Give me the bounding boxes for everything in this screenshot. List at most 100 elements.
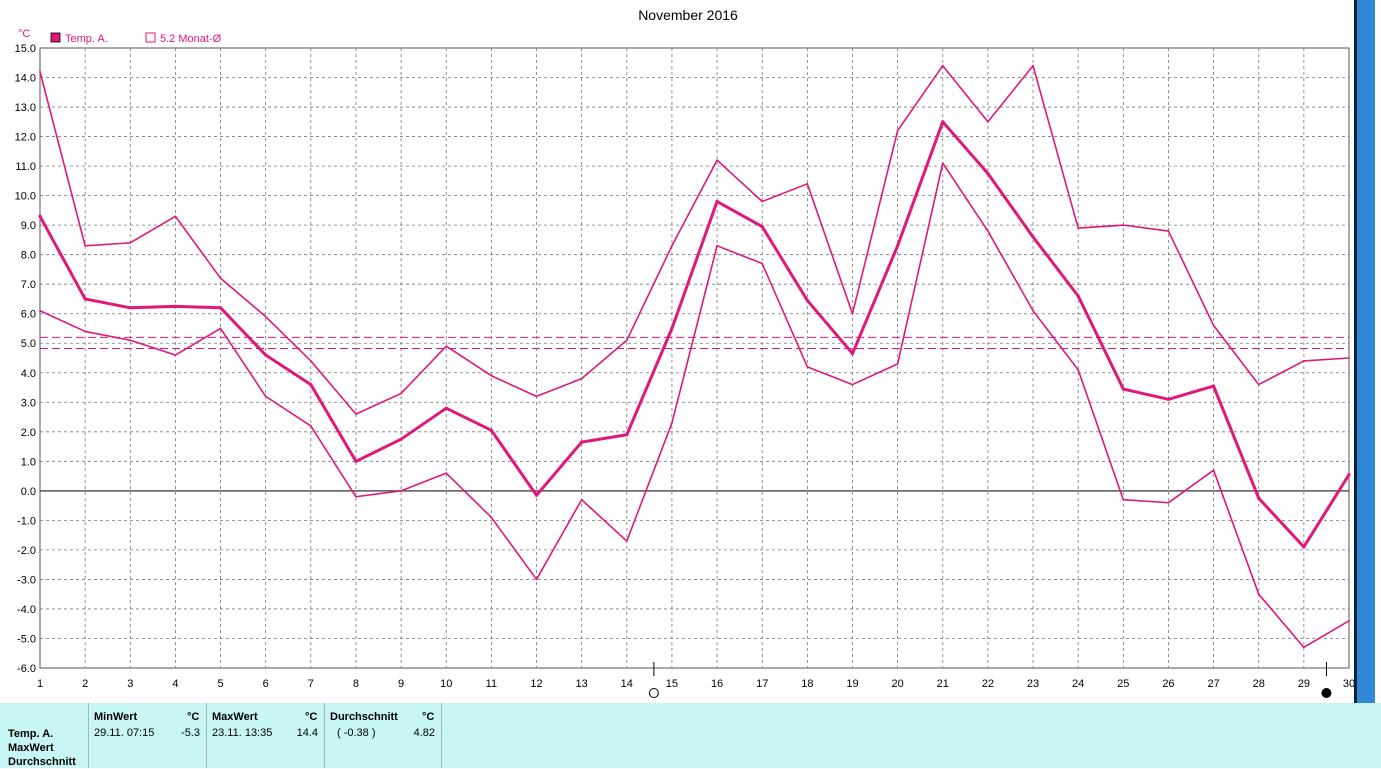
data-point-mean [715, 199, 719, 204]
data-point-mean [896, 244, 900, 248]
x-tick-label: 19 [846, 678, 858, 690]
data-point-min [309, 425, 312, 427]
legend-label-average: 5.2 Monat-Ø [160, 33, 222, 45]
data-point-max [1302, 360, 1305, 362]
x-tick-label: 26 [1162, 678, 1174, 690]
stats-row-labels: Temp. A. MaxWert Durchschnitt [8, 727, 88, 769]
row-label-temp: Temp. A. [8, 728, 54, 740]
stat-max-unit: °C [305, 711, 318, 723]
data-point-mean [625, 433, 629, 437]
data-point-max [264, 315, 267, 318]
data-point-min [1032, 309, 1034, 312]
x-tick-label: 28 [1253, 678, 1265, 690]
data-point-mean [218, 306, 223, 310]
data-point-mean [264, 353, 268, 357]
data-point-max [671, 244, 673, 247]
grid [39, 47, 1350, 669]
stat-min-unit: °C [187, 711, 200, 723]
stat-avg-unit: °C [422, 711, 435, 723]
data-point-mean [850, 351, 855, 356]
data-point-min [174, 354, 177, 356]
y-tick-label: 5.0 [21, 338, 36, 350]
row-label-avg: Durchschnitt [8, 756, 76, 768]
data-point-max [1122, 224, 1125, 227]
x-tick-label: 17 [756, 678, 768, 690]
data-point-min [535, 578, 538, 581]
new-moon-icon [1321, 688, 1332, 698]
y-tick-label: 4.0 [21, 368, 36, 380]
x-tick-label: 9 [398, 678, 404, 690]
data-point-max [174, 215, 177, 218]
data-point-max [580, 377, 583, 380]
data-point-mean [1166, 397, 1171, 401]
data-point-max [445, 345, 448, 348]
data-point-min [986, 230, 989, 232]
y-tick-label: -4.0 [17, 604, 36, 616]
data-point-min [219, 327, 222, 330]
y-tick-label: -6.0 [17, 663, 36, 675]
y-tick-label: 15.0 [15, 43, 36, 55]
data-point-max [129, 241, 132, 244]
stat-max-datetime: 23.11. 13:35 [212, 727, 273, 739]
stat-max: MaxWert °C 23.11. 13:35 14.4 [206, 703, 324, 768]
data-point-min [1302, 646, 1305, 649]
x-tick-label: 13 [576, 678, 588, 690]
stat-min: MinWert °C 29.11. 07:15 -5.3 [88, 703, 206, 768]
x-tick-label: 23 [1027, 678, 1039, 690]
data-point-max [1077, 227, 1080, 229]
data-point-max [490, 374, 493, 377]
statistics-panel: Temp. A. MaxWert Durchschnitt MinWert °C… [0, 703, 1381, 768]
series-line-mean [38, 120, 1351, 549]
data-point-mean [1211, 384, 1216, 388]
x-tick-label: 20 [891, 678, 903, 690]
data-point-mean [354, 459, 358, 463]
data-point-min [580, 498, 583, 501]
x-tick-label: 4 [172, 678, 178, 690]
data-point-min [1212, 469, 1215, 472]
y-tick-label: 14.0 [15, 73, 36, 85]
data-point-mean [986, 171, 990, 176]
x-tick-label: 14 [621, 678, 633, 690]
series-line-min [39, 162, 1350, 649]
data-point-mean [1257, 496, 1261, 500]
stat-min-header: MinWert [94, 711, 138, 723]
data-point-mean [805, 298, 809, 303]
data-point-max [400, 392, 403, 395]
x-tick-label: 18 [801, 678, 813, 690]
y-tick-label: 6.0 [21, 309, 36, 321]
data-point-max [986, 120, 989, 123]
data-point-min [941, 162, 944, 165]
data-point-mean [83, 297, 87, 301]
y-tick-label: 10.0 [15, 191, 36, 203]
data-point-mean [38, 214, 42, 218]
data-point-mean [489, 428, 493, 432]
data-point-min [806, 365, 809, 368]
x-tick-label: 10 [440, 678, 452, 690]
x-tick-label: 8 [353, 678, 359, 690]
y-tick-label: 13.0 [15, 102, 36, 114]
data-point-mean [1076, 294, 1080, 298]
window-edge [1354, 0, 1381, 703]
data-point-max [851, 312, 854, 315]
x-tick-label: 6 [263, 678, 269, 690]
x-tick-label: 22 [982, 678, 994, 690]
x-tick-label: 2 [82, 678, 88, 690]
data-point-max [625, 339, 628, 342]
series-line-max [39, 64, 1350, 415]
data-point-mean [534, 493, 539, 497]
temperature-chart: 15.014.013.012.011.010.09.08.07.06.05.04… [15, 7, 1355, 698]
data-point-min [671, 422, 673, 424]
y-tick-label: -5.0 [17, 633, 36, 645]
data-point-max [716, 159, 718, 162]
x-tick-label: 30 [1343, 678, 1355, 690]
data-point-min [490, 516, 493, 519]
x-tick-label: 27 [1207, 678, 1219, 690]
y-tick-label: 7.0 [21, 279, 36, 291]
chart-title: November 2016 [638, 7, 738, 23]
data-point-max [355, 413, 357, 415]
data-point-min [84, 330, 87, 333]
data-point-min [129, 339, 132, 342]
x-tick-label: 25 [1117, 678, 1129, 690]
data-point-min [896, 363, 899, 365]
row-label-max: MaxWert [8, 742, 54, 754]
